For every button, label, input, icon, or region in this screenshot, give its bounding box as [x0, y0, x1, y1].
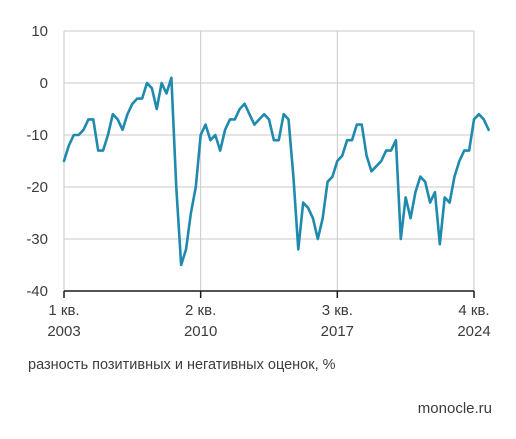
series-line: [62, 76, 490, 267]
x-tick-label-quarter: 2 кв.: [185, 302, 216, 319]
y-tick-label: -30: [26, 231, 48, 248]
x-tick-label-year: 2003: [47, 323, 80, 340]
grid-lines: [63, 30, 475, 298]
y-tick-label: -10: [26, 127, 48, 144]
x-tick-label-quarter: 3 кв.: [322, 302, 353, 319]
y-tick-label: -20: [26, 179, 48, 196]
y-tick-label: 0: [40, 75, 48, 92]
chart-caption: разность позитивных и негативных оценок,…: [28, 357, 336, 373]
y-axis-ticks: 10 0 -10 -20 -30 -40: [26, 23, 48, 300]
x-tick-label-year: 2010: [184, 323, 217, 340]
x-tick-label-quarter: 4 кв.: [458, 302, 489, 319]
x-tick-label-year: 2024: [457, 323, 490, 340]
y-tick-label: 10: [31, 23, 48, 40]
source-label: monocle.ru: [417, 400, 492, 417]
x-tick-label-quarter: 1 кв.: [48, 302, 79, 319]
x-tick-label-year: 2017: [321, 323, 354, 340]
y-tick-label: -40: [26, 283, 48, 300]
x-axis-ticks: 1 кв. 2003 2 кв. 2010 3 кв. 2017 4 кв. 2024: [47, 291, 491, 340]
line-chart: 10 0 -10 -20 -30 -40 1 кв. 2003 2 кв. 2010 3 кв. 2…: [26, 23, 491, 340]
